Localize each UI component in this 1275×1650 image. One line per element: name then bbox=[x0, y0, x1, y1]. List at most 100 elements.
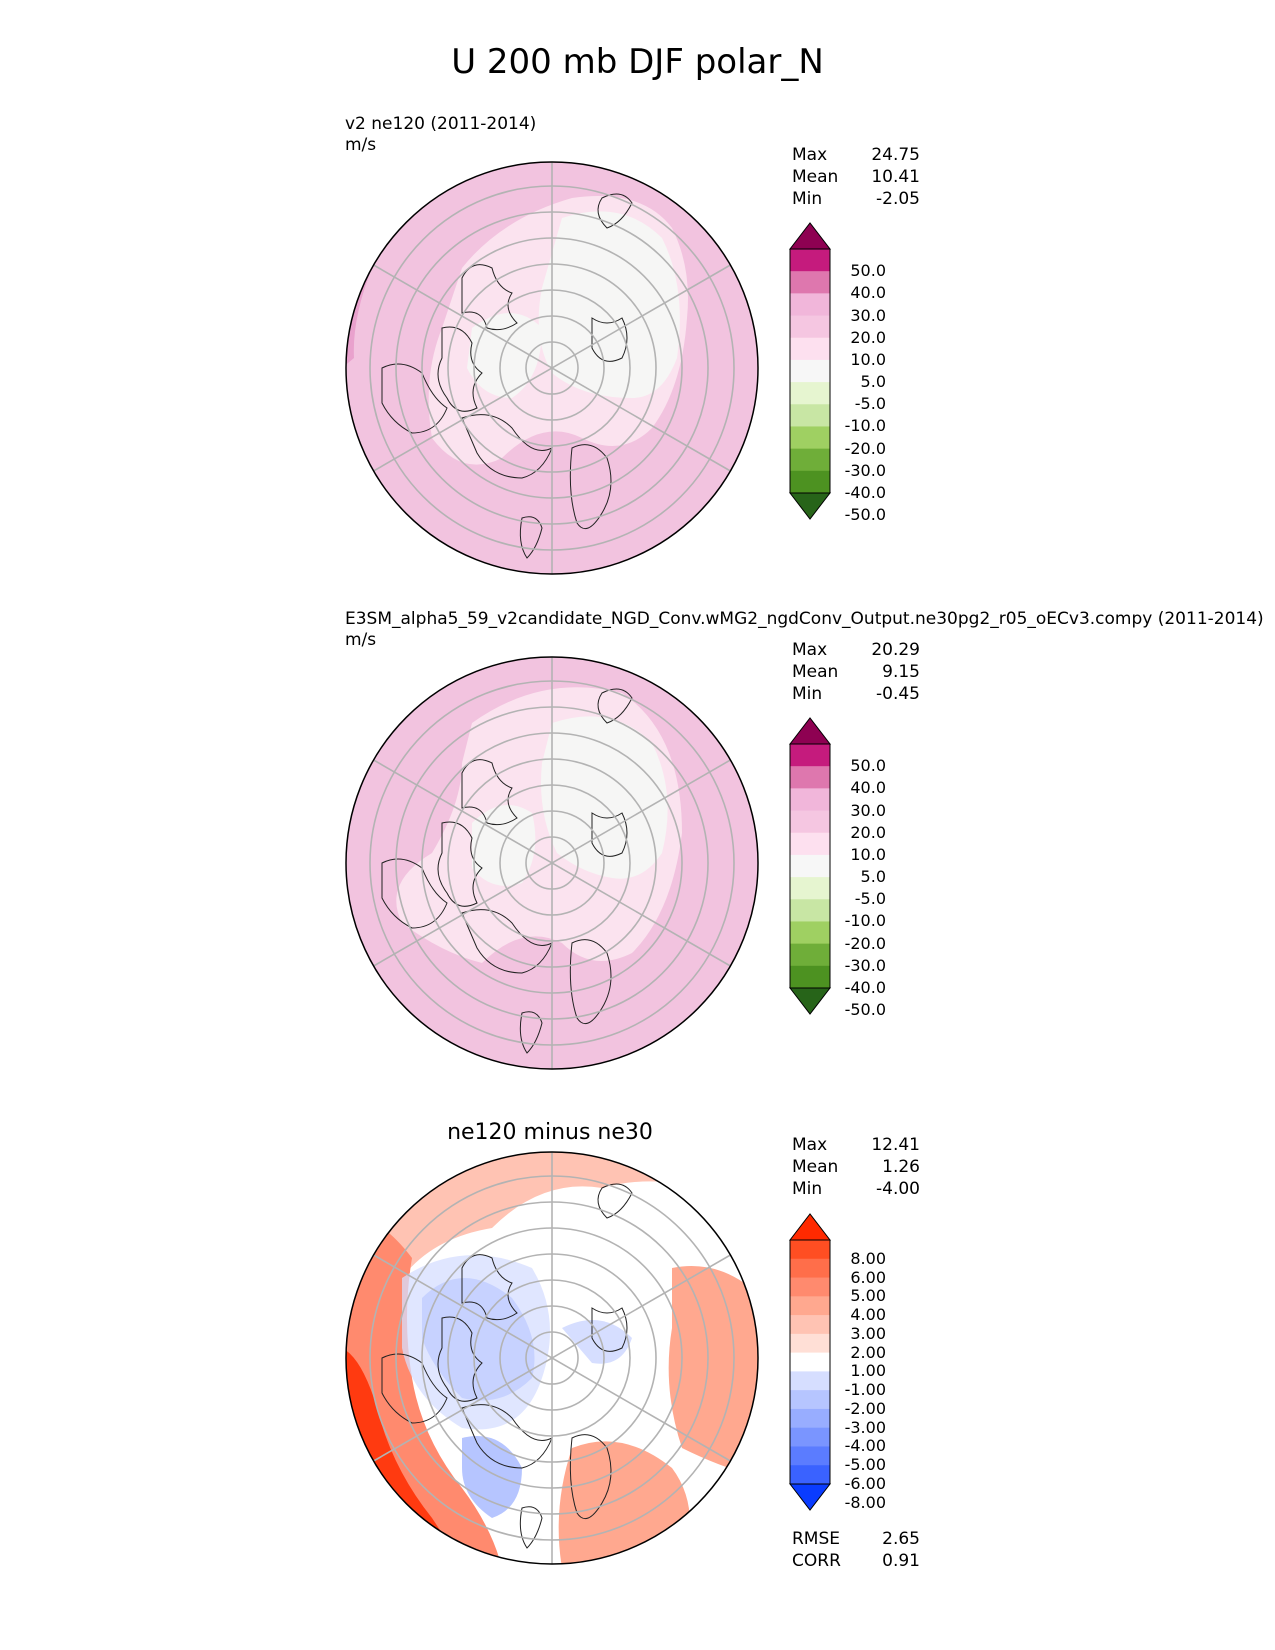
panel-1-max-label: Max bbox=[792, 145, 828, 165]
colorbar-segment bbox=[790, 404, 830, 427]
colorbar-segment bbox=[790, 1465, 830, 1485]
panel-3-polar-map bbox=[345, 1151, 759, 1565]
panel-3-max-value: 12.41 bbox=[871, 1135, 920, 1155]
colorbar-segment bbox=[790, 1352, 830, 1372]
colorbar-frame bbox=[789, 1239, 831, 1485]
colorbar-extend-top bbox=[788, 222, 832, 250]
panel-2-polar-map bbox=[345, 656, 759, 1070]
panel-2-stats: Max 20.29 Mean 9.15 Min -0.45 bbox=[792, 639, 920, 705]
colorbar-segment bbox=[790, 1427, 830, 1447]
panel-3-graticule bbox=[369, 1152, 735, 1564]
colorbar-tick-label: -20.0 bbox=[844, 438, 886, 458]
colorbar-tick-label: 4.00 bbox=[850, 1305, 886, 1325]
panel-3-title: ne120 minus ne30 bbox=[447, 1120, 653, 1145]
panel-3-corr-label: CORR bbox=[792, 1551, 841, 1571]
colorbar-extend-top bbox=[788, 717, 832, 745]
colorbar-tick-label: -10.0 bbox=[844, 416, 886, 436]
panel-1-min-label: Min bbox=[792, 189, 823, 209]
panel-3-colorbar-labels: 8.00 6.00 5.00 4.00 3.00 2.00 1.00 -1.00 -2.00 -3… bbox=[826, 1212, 896, 1512]
colorbar-tick-label: 30.0 bbox=[850, 800, 886, 820]
colorbar-segment bbox=[790, 1390, 830, 1410]
colorbar-tick-label: 40.0 bbox=[850, 778, 886, 798]
colorbar-segment bbox=[790, 943, 830, 967]
colorbar-segment bbox=[790, 337, 830, 361]
panel-3-field-weak-pos bbox=[346, 1152, 758, 1288]
colorbar-segment bbox=[790, 921, 830, 945]
colorbar-segment bbox=[790, 315, 830, 339]
panel-1-units: m/s bbox=[345, 135, 377, 155]
colorbar-tick-label: 5.0 bbox=[860, 372, 886, 392]
colorbar-tick-label: 30.0 bbox=[850, 305, 886, 325]
colorbar-frame bbox=[789, 248, 831, 494]
figure-title: U 200 mb DJF polar_N bbox=[451, 42, 824, 82]
colorbar-tick-label: -50.0 bbox=[844, 1000, 886, 1020]
colorbar-tick-label: -2.00 bbox=[844, 1398, 886, 1418]
panel-1-field-zero bbox=[538, 211, 680, 398]
colorbar-segment bbox=[790, 470, 830, 494]
colorbar-tick-label: 40.0 bbox=[850, 283, 886, 303]
colorbar-tick-label: 2.00 bbox=[850, 1342, 886, 1362]
panel-1-mean-value: 10.41 bbox=[871, 167, 920, 187]
panel-1-colorbar-labels: 50.0 40.0 30.0 20.0 10.0 5.0 -5.0 -10.0 -20.0 -30… bbox=[826, 221, 896, 523]
panel-2-title: E3SM_alpha5_59_v2candidate_NGD_Conv.wMG2… bbox=[345, 609, 1264, 629]
colorbar-segment bbox=[790, 293, 830, 317]
colorbar-segment bbox=[790, 1296, 830, 1316]
colorbar-segment bbox=[790, 1258, 830, 1279]
colorbar-tick-label: 20.0 bbox=[850, 822, 886, 842]
panel-3-mean-label: Mean bbox=[792, 1157, 839, 1177]
panel-3-rmse-label: RMSE bbox=[792, 1529, 841, 1549]
panel-2-mean-value: 9.15 bbox=[882, 662, 920, 682]
colorbar-tick-label: 50.0 bbox=[850, 261, 886, 281]
colorbar-segment bbox=[790, 766, 830, 789]
colorbar-segment bbox=[790, 1240, 830, 1260]
colorbar-segment bbox=[790, 1333, 830, 1354]
colorbar-tick-label: 50.0 bbox=[850, 756, 886, 776]
colorbar-segment bbox=[790, 448, 830, 472]
colorbar-segment bbox=[790, 426, 830, 450]
colorbar-tick-label: -5.0 bbox=[854, 394, 886, 414]
panel-3-field-weak-neg-2 bbox=[462, 1436, 522, 1518]
colorbar-tick-label: -5.0 bbox=[854, 889, 886, 909]
colorbar-tick-label: -30.0 bbox=[844, 955, 886, 975]
colorbar-segment bbox=[790, 1446, 830, 1466]
panel-3-corr-value: 0.91 bbox=[882, 1551, 920, 1571]
colorbar-tick-label: 1.00 bbox=[850, 1361, 886, 1381]
panel-3-coastlines bbox=[381, 1183, 633, 1549]
colorbar-tick-label: 8.00 bbox=[850, 1248, 886, 1268]
panel-1-mean-label: Mean bbox=[792, 167, 839, 187]
colorbar-segment bbox=[790, 249, 830, 272]
colorbar-segment bbox=[790, 899, 830, 922]
colorbar-extend-top bbox=[788, 1213, 832, 1241]
panel-2-colorbar-labels: 50.0 40.0 30.0 20.0 10.0 5.0 -5.0 -10.0 -20.0 -30… bbox=[826, 716, 896, 1020]
colorbar-tick-label: 5.0 bbox=[860, 867, 886, 887]
panel-2-mean-label: Mean bbox=[792, 662, 839, 682]
panel-2-colorbar bbox=[788, 717, 832, 1015]
panel-2-graticule bbox=[369, 657, 735, 1069]
colorbar-segment bbox=[790, 744, 830, 767]
colorbar-tick-label: -1.00 bbox=[844, 1380, 886, 1400]
colorbar-tick-label: -10.0 bbox=[844, 911, 886, 931]
colorbar-tick-label: 10.0 bbox=[850, 844, 886, 864]
panel-1-coastlines bbox=[381, 193, 633, 559]
colorbar-segment bbox=[790, 965, 830, 989]
panel-2-min-label: Min bbox=[792, 684, 823, 704]
panel-3-min-label: Min bbox=[792, 1179, 823, 1199]
panel-3-field-right-pos bbox=[668, 1266, 758, 1478]
colorbar-tick-label: 10.0 bbox=[850, 349, 886, 369]
panel-1-colorbar bbox=[788, 222, 832, 520]
panel-1-title: v2 ne120 (2011-2014) bbox=[345, 114, 537, 134]
panel-1-field-zero-2 bbox=[467, 313, 542, 398]
panel-3-metrics: RMSE 2.65 CORR 0.91 bbox=[792, 1528, 920, 1572]
colorbar-tick-label: 6.00 bbox=[850, 1267, 886, 1287]
colorbar-segment bbox=[790, 854, 830, 878]
panel-2-min-value: -0.45 bbox=[876, 684, 920, 704]
colorbar-segment bbox=[790, 832, 830, 856]
panel-3-min-value: -4.00 bbox=[876, 1179, 920, 1199]
colorbar-segment bbox=[790, 810, 830, 834]
colorbar-segment bbox=[790, 382, 830, 405]
panel-3-max-label: Max bbox=[792, 1135, 828, 1155]
colorbar-segment bbox=[790, 1371, 830, 1391]
panel-1-graticule bbox=[369, 162, 735, 574]
panel-3-colorbar bbox=[788, 1213, 832, 1511]
panel-2-max-value: 20.29 bbox=[871, 640, 920, 660]
